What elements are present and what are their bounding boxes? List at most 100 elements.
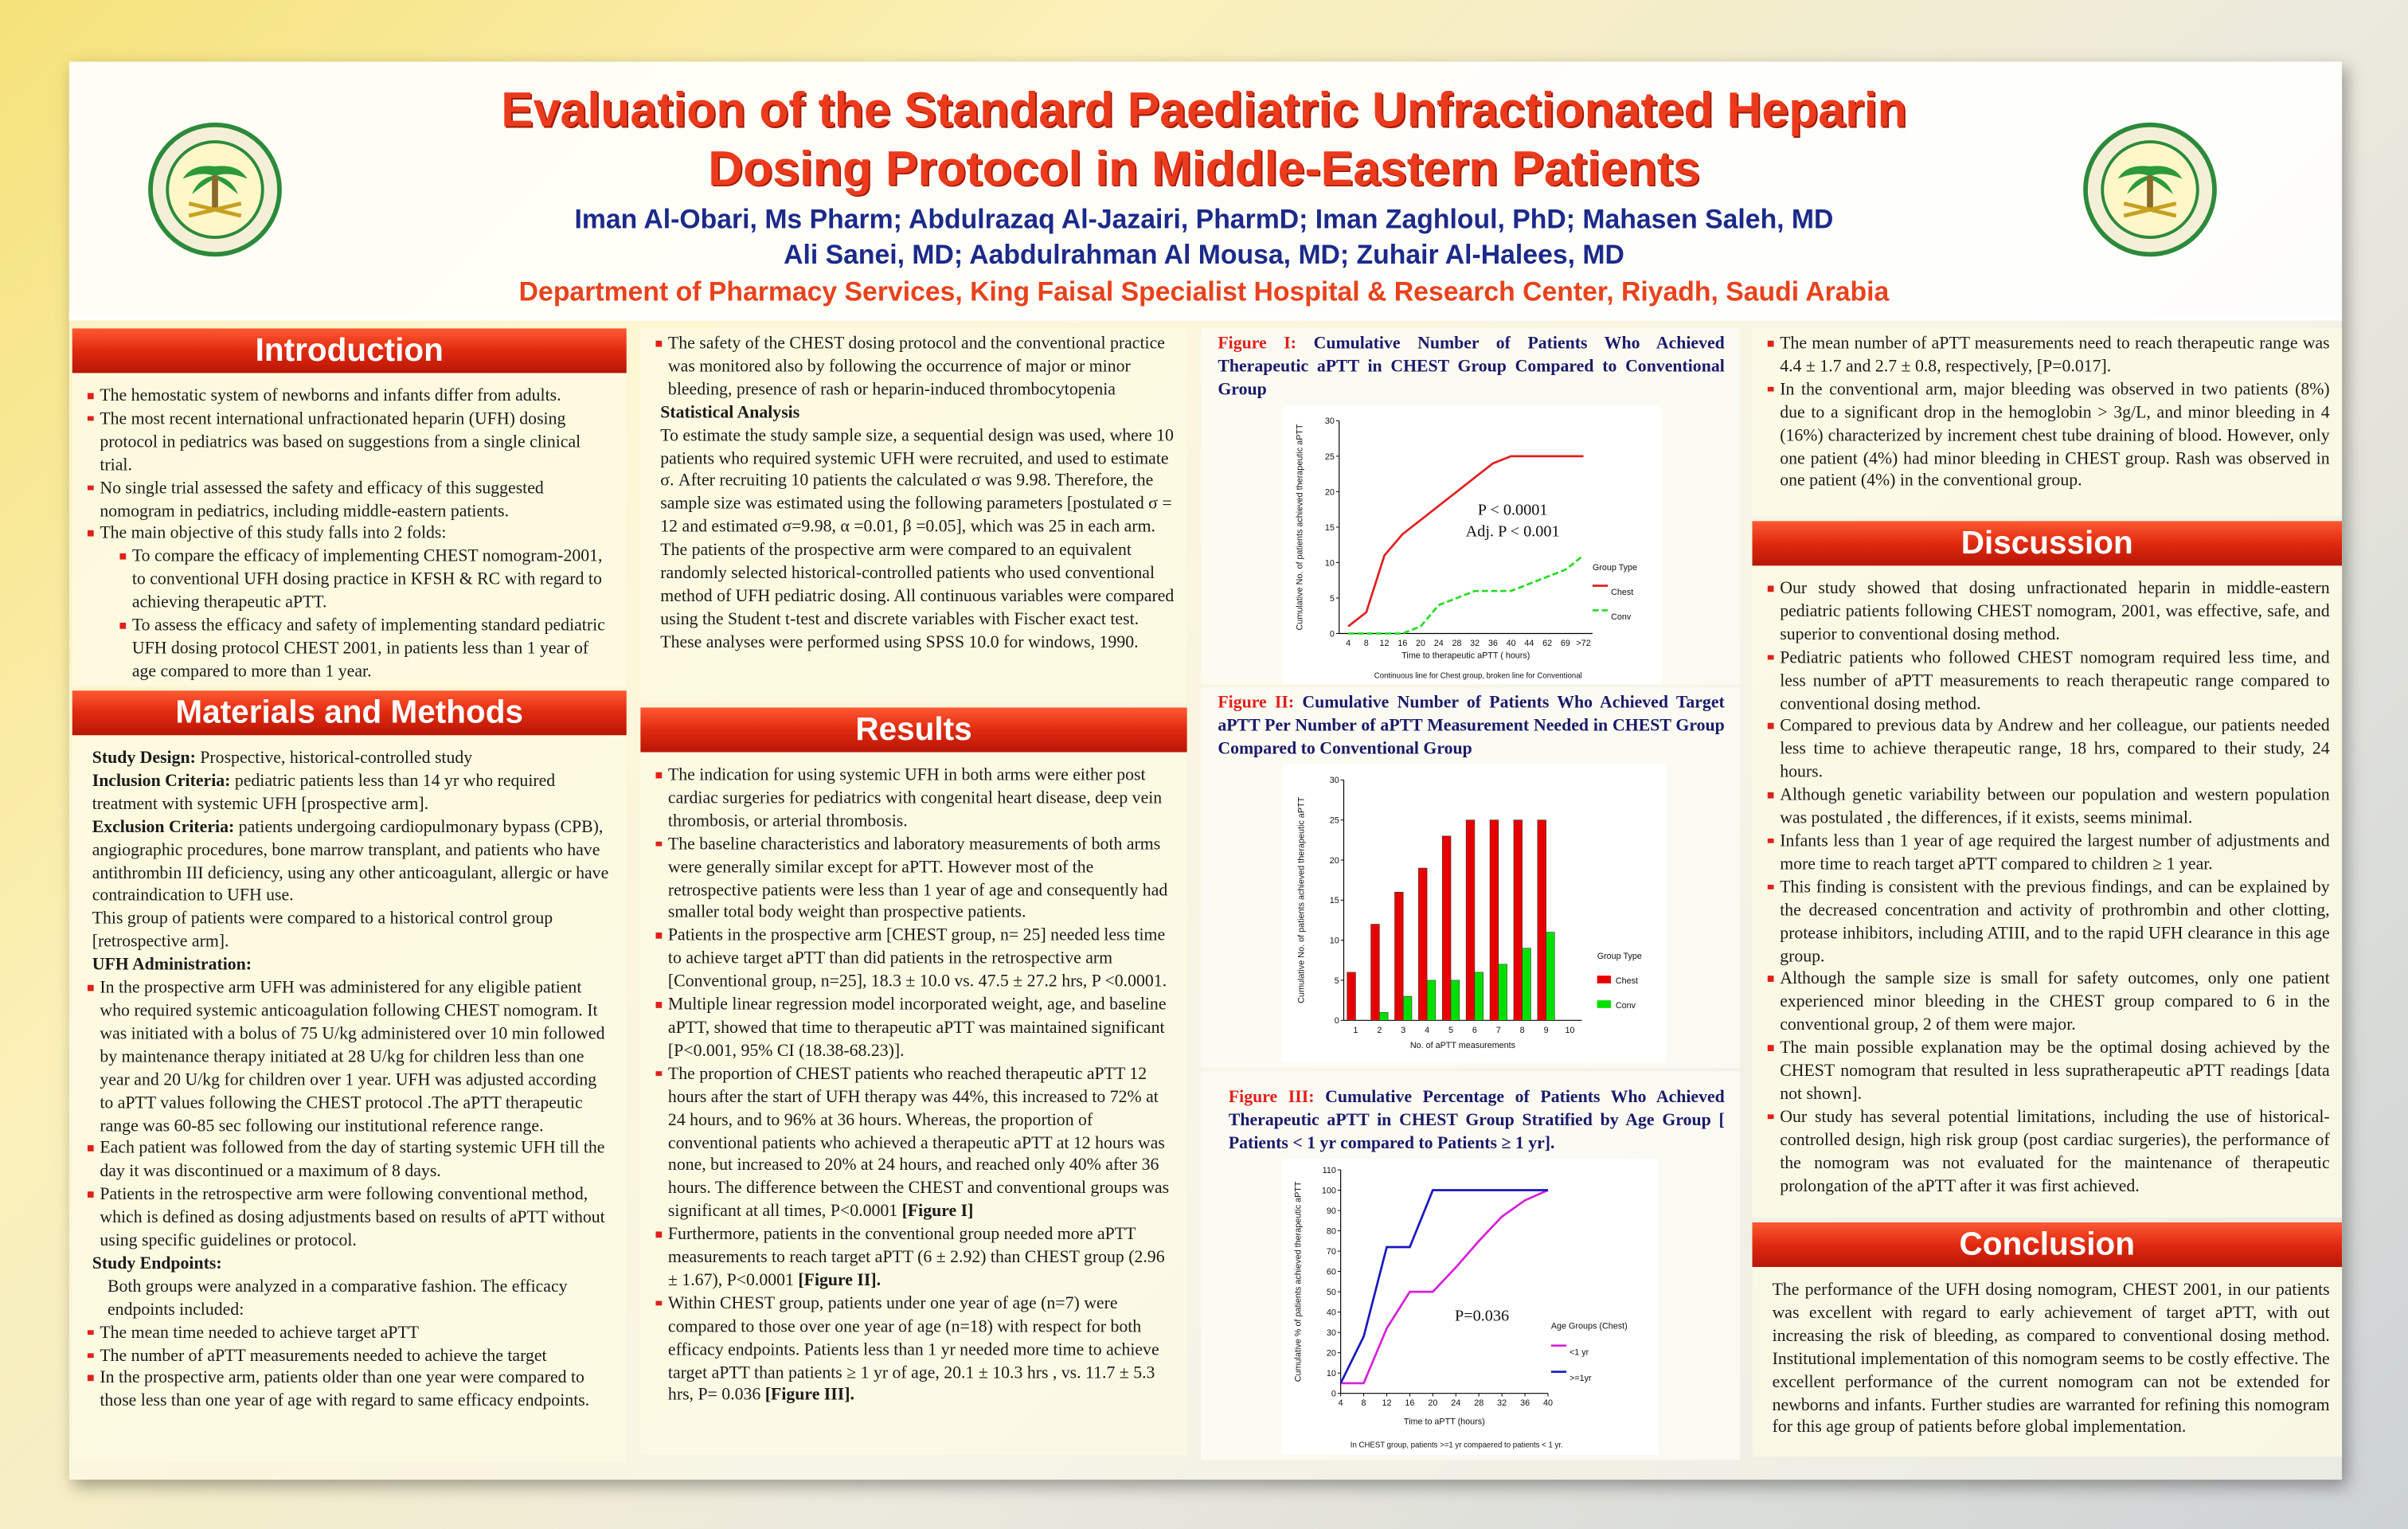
x-tick-label: 36	[1520, 1398, 1530, 1408]
bar	[1394, 891, 1404, 1021]
item-label: Inclusion Criteria:	[92, 772, 231, 791]
x-tick-label: 4	[1346, 639, 1351, 648]
legend-label: Chest	[1616, 976, 1638, 986]
item-text: Multiple linear regression model incorpo…	[667, 995, 1167, 1061]
y-tick-label: 15	[1330, 896, 1339, 905]
bar	[1465, 819, 1476, 1021]
item-text: Patients in the prospective arm [CHEST g…	[667, 926, 1167, 991]
annotation: P < 0.0001	[1478, 501, 1548, 518]
text-item: To assess the efficacy and safety of imp…	[86, 615, 614, 684]
legend-title: Group Type	[1593, 563, 1637, 573]
x-tick-label: 2	[1377, 1026, 1382, 1035]
section-body: The indication for using systemic UFH in…	[640, 760, 1187, 1408]
text-item: The main possible explanation may be the…	[1766, 1038, 2330, 1107]
bar	[1498, 964, 1507, 1021]
section-heading: Introduction	[72, 328, 627, 373]
y-tick-label: 25	[1325, 452, 1335, 462]
text-item: No single trial assessed the safety and …	[86, 477, 614, 523]
x-tick-label: 32	[1497, 1398, 1507, 1408]
logo-left	[148, 122, 282, 257]
y-tick-label: 10	[1330, 936, 1339, 945]
figure-caption-text: Cumulative Number of Patients Who Achiev…	[1218, 334, 1725, 400]
y-tick-label: 5	[1330, 594, 1335, 604]
figure-label: Figure II:	[1218, 693, 1295, 713]
annotation: Adj. P < 0.001	[1466, 523, 1560, 541]
text-item: Our study has several potential limitati…	[1766, 1106, 2330, 1198]
text-item: Patients in the prospective arm [CHEST g…	[655, 925, 1175, 995]
text-item: In the prospective arm UFH was administe…	[86, 977, 614, 1138]
item-text: Each patient was followed from the day o…	[100, 1140, 605, 1182]
series-line	[1348, 554, 1585, 635]
text-item: Although genetic variability between our…	[1766, 784, 2330, 831]
column: The safety of the CHEST dosing protocol …	[640, 0, 1187, 1529]
section-heading: Conclusion	[1752, 1222, 2343, 1267]
item-text: The proportion of CHEST patients who rea…	[667, 1064, 1170, 1222]
text-item: Inclusion Criteria: pediatric patients l…	[86, 771, 614, 817]
legend-label: Conv	[1616, 1001, 1636, 1011]
text-item: In the conventional arm, major bleeding …	[1766, 379, 2330, 494]
item-text: The mean time needed to achieve target a…	[100, 1323, 420, 1343]
department: Department of Pharmacy Services, King Fa…	[518, 276, 1890, 307]
item-text: To estimate the study sample size, a seq…	[660, 426, 1175, 652]
text-item: Statistical Analysis	[655, 402, 1175, 425]
item-text: Infants less than 1 year of age required…	[1780, 832, 2330, 874]
item-text: The safety of the CHEST dosing protocol …	[667, 334, 1165, 399]
legend-swatch	[1597, 976, 1612, 983]
item-text: Our study showed that dosing unfractiona…	[1780, 579, 2330, 644]
x-tick-label: 36	[1488, 639, 1498, 648]
text-item: UFH Administration:	[86, 954, 614, 977]
section-body: Our study showed that dosing unfractiona…	[1752, 573, 2342, 1199]
item-text: In the conventional arm, major bleeding …	[1780, 380, 2330, 491]
y-tick-label: 15	[1325, 523, 1335, 533]
bar	[1370, 924, 1380, 1021]
section-body: Study Design: Prospective, historical-co…	[72, 743, 627, 1414]
annotation: P=0.036	[1455, 1308, 1509, 1325]
figure-caption-text: Cumulative Percentage of Patients Who Ac…	[1228, 1088, 1725, 1153]
section: Discussion Our study showed that dosing u…	[1752, 521, 2343, 1218]
y-tick-label: 30	[1330, 776, 1339, 785]
text-item: Although the sample size is small for sa…	[1766, 968, 2330, 1038]
text-item: Each patient was followed from the day o…	[86, 1138, 614, 1184]
title-line: Dosing Protocol in Middle-Eastern Patien…	[708, 140, 1700, 196]
item-reference: [Figure II].	[798, 1271, 882, 1290]
text-item: The safety of the CHEST dosing protocol …	[655, 333, 1175, 402]
y-tick-label: 80	[1327, 1226, 1336, 1236]
item-text: No single trial assessed the safety and …	[100, 479, 544, 521]
x-tick-label: 24	[1451, 1398, 1460, 1408]
x-axis-label: Time to aPTT (hours)	[1404, 1417, 1485, 1426]
section-body: The hemostatic system of newborns and in…	[72, 381, 627, 684]
figure-label: Figure III:	[1228, 1088, 1315, 1107]
item-text: The baseline characteristics and laborat…	[667, 835, 1168, 923]
item-text: The performance of the UFH dosing nomogr…	[1772, 1281, 2330, 1437]
bar	[1426, 980, 1437, 1021]
text-item: Study Design: Prospective, historical-co…	[86, 748, 614, 771]
column: Figure I: Cumulative Number of Patients …	[1201, 0, 1741, 1529]
legend-title: Age Groups (Chest)	[1551, 1321, 1628, 1331]
x-tick-label: 28	[1474, 1398, 1484, 1408]
x-tick-label: 8	[1362, 1398, 1366, 1408]
y-tick-label: 110	[1323, 1166, 1336, 1175]
section-body: The mean number of aPTT measurements nee…	[1752, 328, 2342, 494]
text-item: In the prospective arm, patients older t…	[86, 1368, 614, 1414]
x-tick-label: 69	[1561, 639, 1570, 648]
text-item: The baseline characteristics and laborat…	[655, 834, 1175, 925]
legend-title: Group Type	[1597, 952, 1642, 961]
x-axis-label: No. of aPTT measurements	[1410, 1041, 1516, 1050]
y-tick-label: 100	[1322, 1186, 1336, 1195]
text-item: The most recent international unfraction…	[86, 409, 614, 478]
section: Results The indication for using systemic…	[640, 707, 1187, 1456]
text-item: The performance of the UFH dosing nomogr…	[1766, 1279, 2330, 1440]
series-line	[1339, 1189, 1548, 1384]
text-item: The proportion of CHEST patients who rea…	[655, 1063, 1175, 1224]
bar	[1441, 835, 1452, 1021]
y-axis-label: Cumulative % of patients achieved therap…	[1294, 1181, 1304, 1382]
chart: 0 5 10 15 20 25 30 4 8 12 16 20 24 28 32 36 40 44 62 69 >72 C…	[1282, 405, 1662, 685]
text-item: The mean time needed to achieve target a…	[86, 1322, 614, 1345]
y-axis-label: Cumulative No. of patients achieved ther…	[1295, 424, 1304, 631]
x-tick-label: 16	[1398, 639, 1407, 648]
item-text: Patients in the retrospective arm were f…	[100, 1185, 605, 1250]
text-item: Infants less than 1 year of age required…	[1766, 831, 2330, 877]
y-tick-label: 10	[1325, 558, 1335, 568]
y-tick-label: 70	[1327, 1247, 1336, 1257]
item-text: The mean number of aPTT measurements nee…	[1780, 334, 2330, 377]
